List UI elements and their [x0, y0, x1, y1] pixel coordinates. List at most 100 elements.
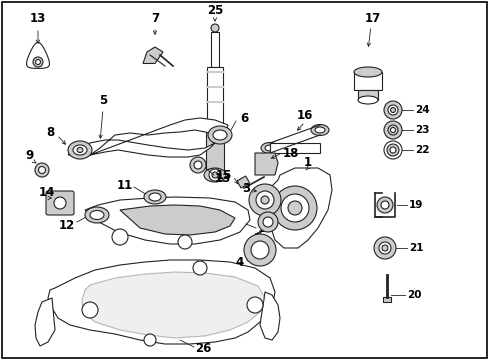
- Text: 3: 3: [242, 181, 249, 194]
- Text: 1: 1: [304, 156, 311, 168]
- Text: 20: 20: [406, 290, 421, 300]
- Ellipse shape: [73, 145, 87, 155]
- Polygon shape: [48, 260, 274, 344]
- Circle shape: [54, 197, 66, 209]
- Bar: [210, 32, 219, 67]
- Circle shape: [246, 297, 263, 313]
- Bar: [269, 143, 319, 153]
- Text: 6: 6: [240, 112, 248, 125]
- Ellipse shape: [207, 126, 231, 144]
- Ellipse shape: [203, 168, 225, 182]
- Text: 13: 13: [30, 12, 46, 24]
- Circle shape: [381, 245, 387, 251]
- Circle shape: [373, 237, 395, 259]
- Ellipse shape: [85, 207, 109, 223]
- Circle shape: [112, 229, 128, 245]
- Text: 15: 15: [215, 168, 231, 181]
- Text: 25: 25: [206, 4, 223, 17]
- Circle shape: [248, 184, 281, 216]
- Ellipse shape: [353, 67, 381, 77]
- Circle shape: [389, 147, 395, 153]
- Ellipse shape: [143, 190, 165, 204]
- Text: 24: 24: [414, 105, 429, 115]
- Circle shape: [261, 196, 268, 204]
- Text: 23: 23: [414, 125, 428, 135]
- Ellipse shape: [264, 145, 274, 151]
- Text: 13: 13: [215, 171, 231, 185]
- Circle shape: [194, 161, 202, 169]
- Circle shape: [383, 101, 401, 119]
- Circle shape: [33, 57, 43, 67]
- Circle shape: [378, 242, 390, 254]
- Text: 26: 26: [195, 342, 211, 355]
- Text: 14: 14: [39, 185, 55, 198]
- Polygon shape: [68, 118, 227, 157]
- Bar: [205, 132, 224, 172]
- Bar: [357, 90, 377, 100]
- Circle shape: [380, 201, 388, 209]
- Text: 4: 4: [235, 256, 244, 269]
- Polygon shape: [35, 298, 55, 346]
- Polygon shape: [82, 272, 264, 338]
- Circle shape: [256, 191, 273, 209]
- Circle shape: [143, 334, 156, 346]
- Text: 22: 22: [414, 145, 428, 155]
- Circle shape: [387, 125, 397, 135]
- Circle shape: [383, 121, 401, 139]
- Circle shape: [260, 160, 269, 170]
- Circle shape: [390, 127, 395, 132]
- Polygon shape: [142, 47, 163, 63]
- Bar: [237, 176, 249, 188]
- Circle shape: [263, 217, 272, 227]
- Text: 9: 9: [26, 149, 34, 162]
- Polygon shape: [254, 153, 278, 175]
- Ellipse shape: [149, 193, 161, 201]
- Circle shape: [281, 194, 308, 222]
- Text: 10: 10: [258, 221, 274, 234]
- Circle shape: [383, 141, 401, 159]
- Polygon shape: [260, 292, 280, 340]
- Circle shape: [386, 144, 398, 156]
- Text: 18: 18: [283, 147, 299, 159]
- Bar: [206, 67, 223, 132]
- Polygon shape: [120, 205, 235, 235]
- Polygon shape: [85, 197, 249, 244]
- Circle shape: [287, 201, 302, 215]
- Circle shape: [193, 261, 206, 275]
- Circle shape: [208, 169, 221, 181]
- Circle shape: [390, 108, 395, 113]
- Ellipse shape: [90, 211, 104, 220]
- Circle shape: [244, 234, 275, 266]
- Circle shape: [258, 212, 278, 232]
- Polygon shape: [267, 168, 331, 248]
- Ellipse shape: [357, 96, 377, 104]
- Circle shape: [82, 302, 98, 318]
- Text: 5: 5: [99, 94, 107, 107]
- Text: 7: 7: [151, 12, 159, 24]
- Circle shape: [250, 241, 268, 259]
- Circle shape: [35, 163, 49, 177]
- Circle shape: [212, 172, 218, 178]
- Circle shape: [36, 59, 41, 64]
- Ellipse shape: [310, 125, 328, 135]
- Text: 19: 19: [408, 200, 423, 210]
- Text: 17: 17: [364, 12, 380, 24]
- FancyBboxPatch shape: [46, 191, 74, 215]
- Ellipse shape: [77, 148, 83, 153]
- Polygon shape: [26, 42, 49, 68]
- Ellipse shape: [68, 141, 92, 159]
- Ellipse shape: [261, 143, 279, 153]
- Circle shape: [272, 186, 316, 230]
- Ellipse shape: [213, 130, 226, 140]
- Text: 11: 11: [117, 179, 133, 192]
- Circle shape: [376, 197, 392, 213]
- Bar: [382, 297, 390, 302]
- Ellipse shape: [314, 127, 325, 133]
- Text: 2: 2: [252, 231, 261, 244]
- Circle shape: [190, 157, 205, 173]
- Text: 12: 12: [59, 219, 75, 231]
- Text: 8: 8: [46, 126, 54, 139]
- Bar: [353, 72, 381, 90]
- Text: 16: 16: [296, 108, 312, 122]
- Circle shape: [178, 235, 192, 249]
